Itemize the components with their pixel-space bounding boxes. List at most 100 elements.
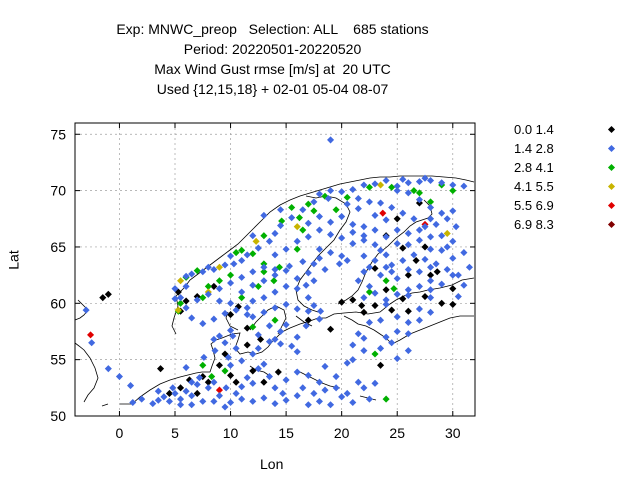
legend-marker: [607, 144, 616, 153]
station-point: [222, 384, 230, 392]
station-point: [415, 178, 423, 186]
station-point: [193, 267, 201, 275]
legend-label: 4.1 5.5: [514, 179, 554, 194]
station-point: [271, 316, 279, 324]
legend-item: 1.4 2.8: [514, 141, 624, 157]
station-point: [327, 249, 335, 257]
station-point: [354, 277, 362, 285]
station-point: [271, 384, 279, 392]
station-point: [360, 181, 368, 189]
station-point: [215, 386, 223, 394]
station-point: [438, 179, 446, 187]
station-point: [427, 277, 435, 285]
station-point: [208, 373, 216, 381]
station-point: [304, 307, 312, 315]
station-point: [399, 295, 407, 303]
station-point: [260, 308, 268, 316]
station-point: [415, 226, 423, 234]
station-point: [115, 373, 123, 381]
station-point: [377, 246, 385, 254]
station-point: [249, 397, 257, 405]
station-point: [271, 271, 279, 279]
y-tick-label: 65: [50, 239, 66, 255]
legend-label: 6.9 8.3: [514, 217, 554, 232]
station-point: [271, 288, 279, 296]
x-tick-label: 30: [445, 425, 461, 441]
y-tick-label: 60: [50, 295, 66, 311]
station-point: [427, 233, 435, 241]
station-point: [332, 373, 340, 381]
station-point: [427, 271, 435, 279]
station-point: [215, 361, 223, 369]
station-point: [365, 282, 373, 290]
station-point: [382, 286, 390, 294]
station-point: [438, 232, 446, 240]
x-tick-label: 15: [278, 425, 294, 441]
station-point: [310, 207, 318, 215]
legend-item: 6.9 8.3: [514, 217, 624, 233]
station-point: [382, 300, 390, 308]
station-point: [377, 271, 385, 279]
station-point: [382, 233, 390, 241]
station-point: [371, 256, 379, 265]
station-point: [177, 277, 185, 285]
station-point: [404, 286, 412, 294]
station-point: [249, 379, 257, 387]
station-point: [338, 234, 346, 242]
station-point: [327, 218, 335, 226]
station-point: [260, 263, 268, 271]
station-point: [238, 273, 246, 281]
station-point: [154, 396, 162, 404]
station-point: [288, 203, 296, 212]
station-point: [371, 302, 379, 310]
station-point: [335, 260, 343, 268]
station-point: [293, 285, 301, 293]
station-point: [338, 298, 346, 306]
station-point: [338, 212, 346, 221]
station-point: [285, 262, 293, 270]
plot-border: [74, 122, 476, 417]
station-point: [460, 182, 468, 190]
station-point: [271, 251, 279, 259]
station-point: [371, 350, 379, 358]
station-point: [227, 361, 235, 369]
station-point: [310, 277, 318, 285]
station-point: [238, 246, 246, 254]
station-point: [232, 249, 240, 257]
station-point: [188, 270, 196, 278]
station-point: [274, 368, 282, 376]
station-point: [195, 374, 203, 382]
station-point: [443, 229, 451, 237]
station-point: [279, 389, 287, 397]
station-point: [127, 382, 135, 390]
station-point: [438, 209, 446, 217]
station-point: [393, 182, 401, 190]
station-point: [365, 318, 373, 327]
y-tick-label: 70: [50, 183, 66, 199]
station-point: [421, 293, 429, 301]
station-point: [412, 256, 420, 265]
station-point: [393, 215, 401, 223]
station-point: [265, 373, 273, 381]
station-point: [432, 260, 440, 268]
station-point: [138, 395, 146, 403]
station-point: [404, 307, 412, 315]
station-point: [304, 401, 312, 409]
station-point: [360, 334, 368, 342]
station-point: [343, 193, 351, 201]
station-point: [393, 240, 401, 248]
y-axis-label: Lat: [5, 250, 22, 270]
station-point: [210, 397, 218, 405]
station-point: [354, 205, 362, 213]
station-point: [360, 347, 368, 355]
station-point: [415, 282, 423, 290]
station-point: [249, 268, 257, 276]
station-point: [295, 214, 303, 222]
station-point: [390, 285, 398, 293]
station-point: [388, 203, 396, 212]
station-point: [299, 226, 307, 234]
station-point: [427, 176, 435, 185]
station-point: [354, 378, 362, 386]
station-point: [443, 265, 451, 274]
station-point: [371, 180, 379, 188]
